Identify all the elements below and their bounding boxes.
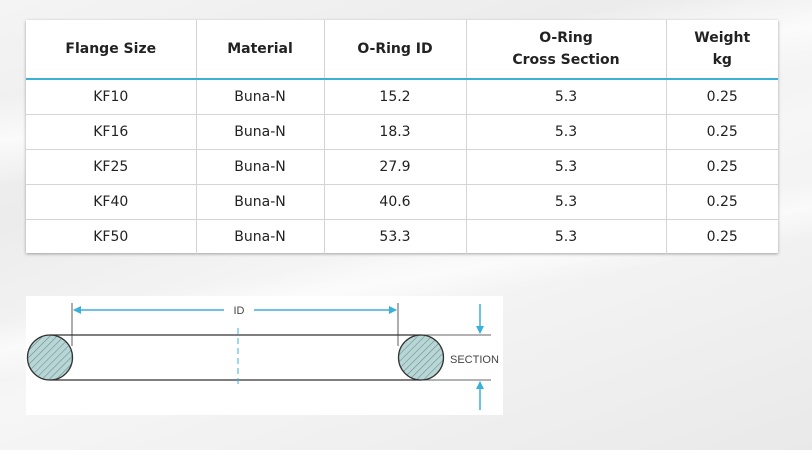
oring-dimension-diagram: ID SECTION	[26, 296, 503, 415]
cell-oring-id: 27.9	[324, 149, 467, 185]
right-section-circle	[397, 334, 445, 381]
cell-flange-size: KF16	[26, 114, 197, 150]
oring-spec-table-card: Flange Size Material O-Ring ID O-Ring Cr…	[26, 20, 778, 254]
cell-cross-section: 5.3	[466, 114, 667, 150]
table-row: KF40 Buna-N 40.6 5.3 0.25	[26, 184, 778, 220]
cell-material: Buna-N	[196, 79, 325, 115]
cell-weight: 0.25	[666, 79, 778, 115]
id-label: ID	[234, 305, 245, 317]
header-label: O-Ring ID	[357, 41, 433, 57]
cell-flange-size: KF25	[26, 149, 197, 185]
table-row: KF50 Buna-N 53.3 5.3 0.25	[26, 219, 778, 254]
table-row: KF16 Buna-N 18.3 5.3 0.25	[26, 114, 778, 150]
cell-weight: 0.25	[666, 149, 778, 185]
table-row: KF25 Buna-N 27.9 5.3 0.25	[26, 149, 778, 185]
cell-weight: 0.25	[666, 184, 778, 220]
cell-oring-id: 53.3	[324, 219, 467, 254]
cell-flange-size: KF50	[26, 219, 197, 254]
cell-cross-section: 5.3	[466, 149, 667, 185]
left-section-circle	[26, 334, 74, 381]
section-label: SECTION	[450, 354, 499, 366]
table-row: KF10 Buna-N 15.2 5.3 0.25	[26, 79, 778, 115]
header-label-line-2: kg	[712, 52, 732, 68]
header-material: Material	[196, 20, 325, 80]
cell-material: Buna-N	[196, 219, 325, 254]
header-label: Flange Size	[65, 41, 157, 57]
cell-weight: 0.25	[706, 229, 738, 245]
cell-flange-size: KF40	[26, 184, 197, 220]
cell-cross-section: 5.3	[466, 79, 667, 115]
cell-material: Buna-N	[196, 184, 325, 220]
oring-diagram-svg: ID SECTION	[26, 303, 499, 410]
cell-material: Buna-N	[196, 149, 325, 185]
oring-spec-table: Flange Size Material O-Ring ID O-Ring Cr…	[26, 20, 778, 254]
cell-material: Buna-N	[196, 114, 325, 150]
cell-oring-id: 40.6	[324, 184, 467, 220]
cell-weight: 0.25	[666, 114, 778, 150]
header-flange-size: Flange Size	[26, 20, 197, 80]
header-oring-id: O-Ring ID	[324, 20, 467, 80]
header-cross-section: O-Ring Cross Section	[466, 20, 667, 80]
header-label: Material	[227, 41, 293, 57]
header-label-line-1: Weight	[694, 30, 751, 46]
cell-oring-id: 18.3	[324, 114, 467, 150]
table-header-row: Flange Size Material O-Ring ID O-Ring Cr…	[26, 20, 778, 80]
cell-oring-id: 15.2	[324, 79, 467, 115]
cell-flange-size: KF10	[26, 79, 197, 115]
header-label-line-1: O-Ring	[539, 30, 593, 46]
header-weight: Weight kg	[666, 20, 778, 80]
header-label-line-2: Cross Section	[512, 52, 620, 68]
cell-cross-section: 5.3	[466, 184, 667, 220]
cell-cross-section: 5.3	[466, 219, 667, 254]
